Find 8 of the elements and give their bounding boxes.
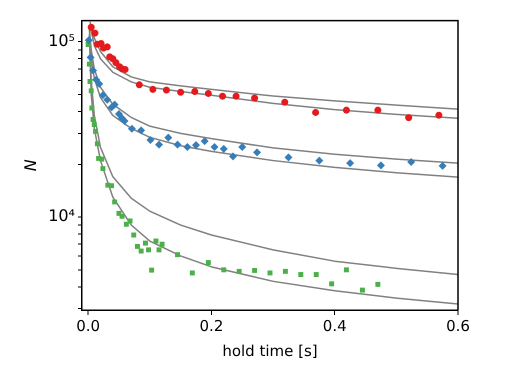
y-axis-title: N: [20, 159, 40, 172]
x-tick-label: 0.6: [446, 316, 470, 335]
x-tick-label: 0.4: [322, 316, 347, 335]
x-tick-label: 0.2: [199, 316, 224, 335]
y-tick-label: 10⁵: [48, 30, 75, 50]
y-tick-label: 10⁴: [48, 206, 75, 226]
x-tick-label: 0.0: [76, 316, 100, 335]
x-axis-title: hold time [s]: [222, 342, 318, 360]
